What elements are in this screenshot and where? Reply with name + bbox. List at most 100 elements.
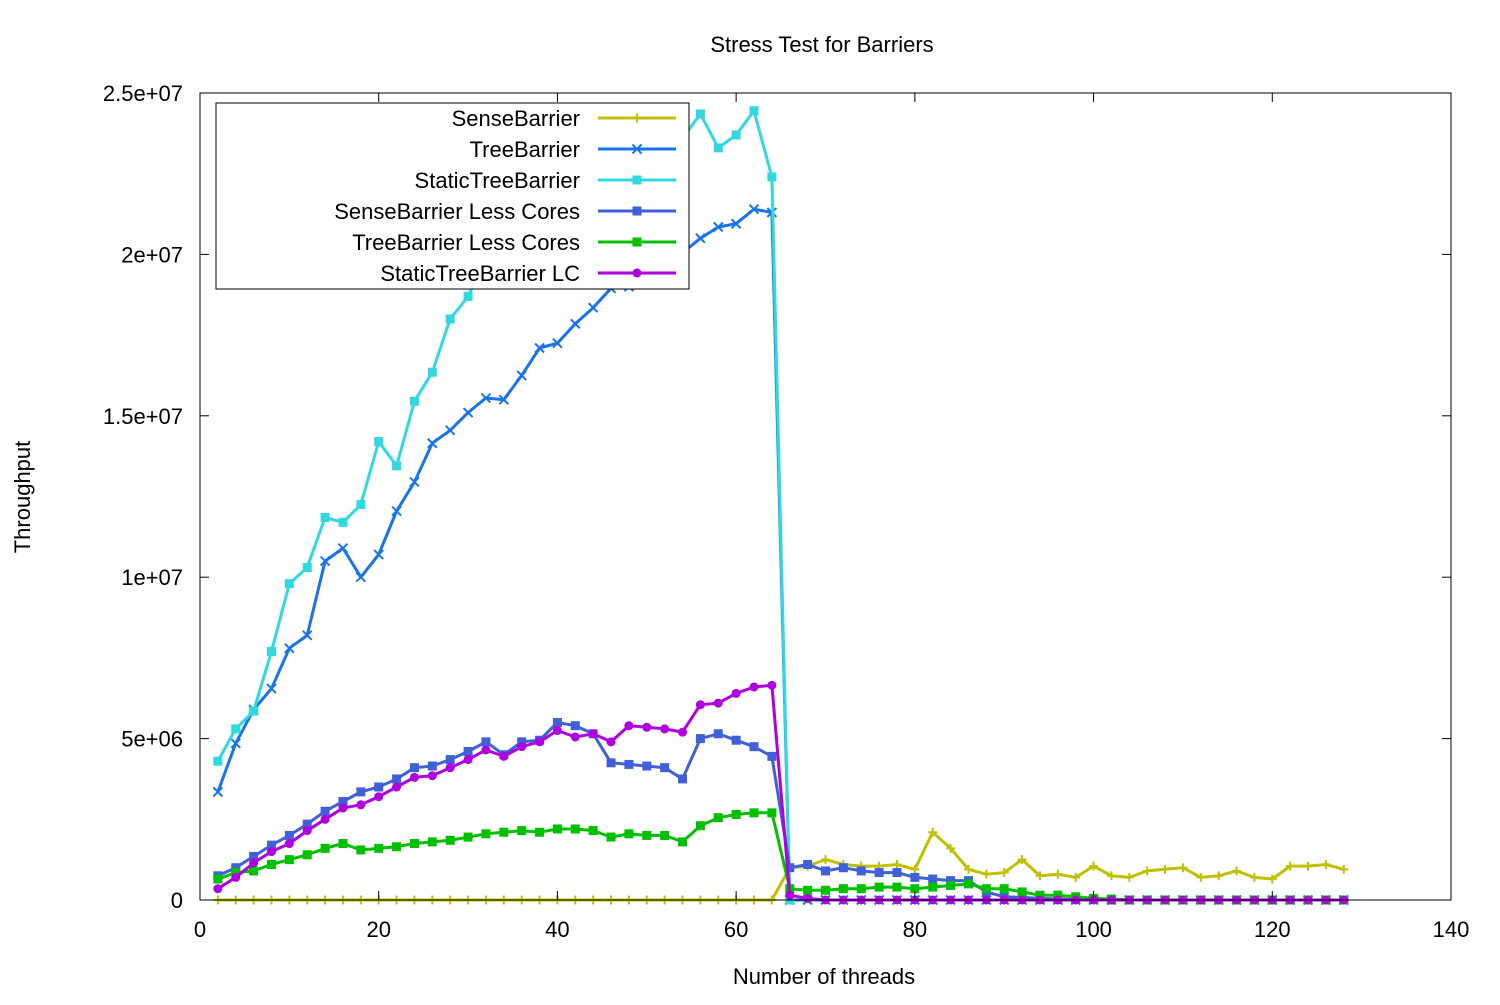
data-point <box>892 868 902 878</box>
data-point <box>231 872 241 882</box>
data-point <box>910 884 920 894</box>
data-point <box>981 869 991 879</box>
series-6 <box>213 680 1349 905</box>
data-point <box>695 109 705 119</box>
data-point <box>695 700 705 710</box>
data-point <box>517 737 527 747</box>
data-point <box>284 830 294 840</box>
data-point <box>1106 871 1116 881</box>
data-point <box>999 884 1009 894</box>
data-point <box>338 797 348 807</box>
data-point <box>928 882 938 892</box>
data-point <box>1196 872 1206 882</box>
data-point <box>928 874 938 884</box>
data-point <box>462 407 474 418</box>
data-point <box>767 751 777 761</box>
data-point <box>534 342 545 354</box>
data-point <box>356 500 366 510</box>
x-tick-label: 0 <box>194 917 206 942</box>
data-point <box>767 172 777 182</box>
data-point <box>374 437 384 447</box>
plot-frame <box>199 92 1452 901</box>
data-point <box>392 461 402 471</box>
data-point <box>678 727 688 737</box>
data-point <box>445 763 455 773</box>
data-point <box>427 761 437 771</box>
data-point <box>463 291 473 301</box>
data-point <box>445 314 455 324</box>
data-point <box>1035 871 1045 881</box>
data-point <box>713 813 723 823</box>
data-point <box>1053 869 1063 879</box>
data-point <box>356 787 366 797</box>
data-point <box>391 505 402 517</box>
data-point <box>999 868 1009 878</box>
data-point <box>320 512 330 522</box>
legend-marker <box>632 206 642 216</box>
data-point <box>355 571 367 583</box>
data-point <box>570 732 580 742</box>
chart-title: Stress Test for Barriers <box>710 32 933 57</box>
data-point <box>1285 861 1295 871</box>
data-point <box>695 233 706 244</box>
x-tick-label: 80 <box>903 917 927 942</box>
data-point <box>427 771 437 781</box>
data-point <box>266 847 276 857</box>
data-point <box>1214 871 1224 881</box>
data-point <box>1053 890 1063 900</box>
data-point <box>963 864 973 874</box>
data-point <box>266 646 276 656</box>
legend-marker <box>632 113 642 123</box>
data-point <box>552 824 562 834</box>
data-point <box>409 772 419 782</box>
data-point <box>498 394 510 405</box>
data-point <box>319 555 331 567</box>
data-point <box>374 843 384 853</box>
data-point <box>981 884 991 894</box>
x-tick-label: 120 <box>1254 917 1291 942</box>
data-point <box>356 845 366 855</box>
data-point <box>552 726 562 736</box>
data-point <box>338 517 348 527</box>
data-point <box>748 204 760 215</box>
data-point <box>749 808 759 818</box>
data-point <box>785 890 795 900</box>
data-point <box>856 884 866 894</box>
data-point <box>409 839 419 849</box>
data-point <box>749 742 759 752</box>
data-point <box>767 680 777 690</box>
data-point <box>731 735 741 745</box>
data-point <box>1303 861 1313 871</box>
legend: SenseBarrier TreeBarrier StaticTreeBarrier… <box>215 102 690 290</box>
data-point <box>856 866 866 876</box>
data-point <box>821 855 830 865</box>
data-point <box>1142 866 1152 876</box>
data-point <box>249 706 259 716</box>
data-point <box>284 855 294 865</box>
data-point <box>231 863 241 873</box>
data-point <box>588 826 598 836</box>
y-tick-label: 5e+06 <box>121 727 183 752</box>
data-point <box>266 840 276 850</box>
data-point <box>302 630 313 641</box>
data-point <box>1035 890 1045 900</box>
data-point <box>338 839 348 849</box>
data-point <box>606 758 616 768</box>
data-point <box>678 837 688 847</box>
data-point <box>642 722 652 732</box>
data-point <box>1124 872 1134 882</box>
data-point <box>463 832 473 842</box>
x-tick-label: 40 <box>545 917 569 942</box>
data-point <box>803 885 813 895</box>
data-point <box>1178 863 1188 873</box>
data-point <box>749 106 759 116</box>
data-point <box>838 884 848 894</box>
data-point <box>517 742 527 752</box>
y-axis: 0 5e+06 1e+07 1.5e+07 2e+07 2.5e+07 <box>103 81 1451 913</box>
data-point <box>624 721 634 731</box>
data-point <box>445 835 455 845</box>
y-tick-label: 1e+07 <box>121 565 183 590</box>
data-point <box>749 682 759 692</box>
legend-marker <box>632 175 642 185</box>
